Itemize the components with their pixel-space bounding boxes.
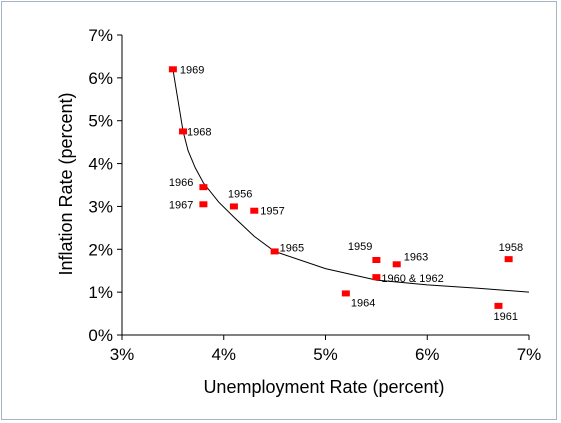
trend-curve xyxy=(172,69,530,293)
data-point-label: 1959 xyxy=(348,241,372,253)
x-tick-label: 5% xyxy=(313,345,338,364)
data-point-label: 1968 xyxy=(187,126,211,138)
y-tick-label: 2% xyxy=(88,240,113,259)
x-tick-label: 6% xyxy=(415,345,440,364)
point-labels-layer: 1969 1968 1966 1967 1956 1957 1965 1959 1963 1960… xyxy=(169,64,523,323)
data-point-label: 1961 xyxy=(493,311,517,323)
data-point-label: 1957 xyxy=(260,206,284,218)
data-points-layer xyxy=(168,66,513,309)
y-tick-label: 3% xyxy=(88,197,113,216)
y-tick-label: 0% xyxy=(88,326,113,345)
y-tick-label: 4% xyxy=(88,155,113,174)
data-point xyxy=(229,203,238,210)
data-point xyxy=(168,66,177,73)
data-point xyxy=(250,207,259,214)
data-point xyxy=(494,302,503,309)
data-point-label: 1963 xyxy=(404,251,428,263)
data-point-label: 1965 xyxy=(280,242,304,254)
data-point xyxy=(179,128,188,135)
x-tick-label: 3% xyxy=(110,345,135,364)
data-point xyxy=(341,290,350,297)
data-point xyxy=(199,184,208,191)
data-point-label: 1956 xyxy=(228,188,252,200)
data-point-label: 1967 xyxy=(169,199,193,211)
y-tick-label: 1% xyxy=(88,283,113,302)
data-point-label: 1969 xyxy=(180,64,204,76)
data-point xyxy=(270,248,279,255)
y-tick-label: 6% xyxy=(88,69,113,88)
data-point xyxy=(392,261,401,268)
y-tick-label: 5% xyxy=(88,112,113,131)
data-point xyxy=(504,256,513,263)
data-point-label: 1966 xyxy=(169,177,193,189)
data-point xyxy=(372,274,381,281)
y-tick-label: 7% xyxy=(88,26,113,45)
x-axis-title: Unemployment Rate (percent) xyxy=(203,377,444,397)
data-point-label: 1960 & 1962 xyxy=(381,273,443,285)
trend-curve-layer xyxy=(172,69,530,293)
data-point-label: 1958 xyxy=(499,242,523,254)
data-point xyxy=(199,201,208,208)
data-point xyxy=(372,257,381,263)
y-axis-title: Inflation Rate (percent) xyxy=(56,92,76,275)
x-tick-label: 4% xyxy=(211,345,236,364)
x-tick-label: 7% xyxy=(517,345,542,364)
data-point-label: 1964 xyxy=(351,297,375,309)
axes: 0% 1% 2% 3% 4% 5% 6% 7% 3% 4% 5% 6% 7% xyxy=(88,26,541,364)
